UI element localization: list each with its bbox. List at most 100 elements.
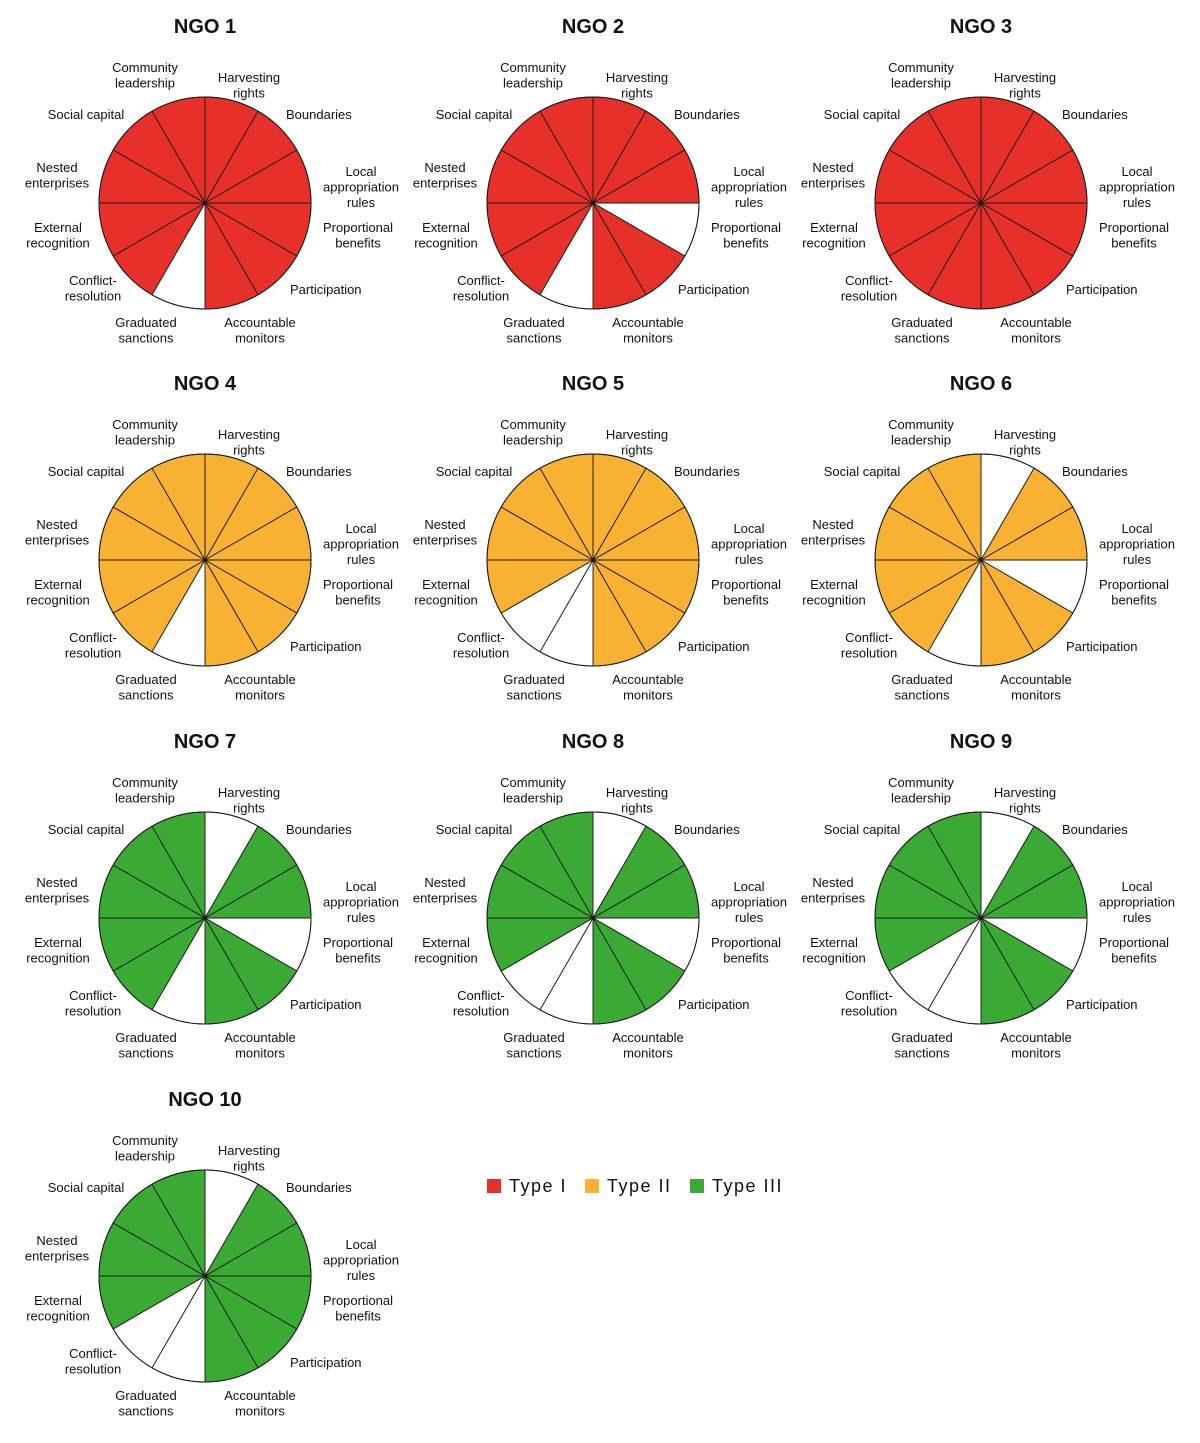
ngo-charts: NGO 1 Harvesting rights Boundaries Local appr… [25,16,1175,1419]
legend-label: Type I [509,1176,567,1196]
label-harvesting-rights: Harvesting rights [218,70,280,101]
circle-outline [486,453,700,667]
label-external-recognition: External recognition [414,577,478,608]
label-graduated-sanctions: Graduated sanctions [503,672,564,703]
label-nested-enterprises: Nested enterprises [801,517,866,548]
legend-swatch [690,1179,704,1193]
label-proportional-benefits: Proportional benefits [1099,935,1169,966]
label-social-capital: Social capital [436,822,513,837]
label-boundaries: Boundaries [674,464,740,479]
label-participation: Participation [290,1355,362,1370]
chart-title: NGO 8 [562,731,624,753]
label-graduated-sanctions: Graduated sanctions [503,315,564,346]
label-graduated-sanctions: Graduated sanctions [115,672,176,703]
label-accountable-monitors: Accountable monitors [1000,672,1072,703]
label-boundaries: Boundaries [286,1180,352,1195]
label-accountable-monitors: Accountable monitors [224,1388,296,1419]
circle-outline [98,96,312,310]
label-local-appropriation-rules: Local appropriation rules [711,521,787,567]
label-conflict-resolution: Conflict-resolution [841,273,897,304]
label-proportional-benefits: Proportional benefits [711,935,781,966]
label-harvesting-rights: Harvesting rights [994,70,1056,101]
label-external-recognition: External recognition [802,220,866,251]
label-participation: Participation [1066,639,1138,654]
label-community-leadership: Community leadership [112,417,178,448]
label-conflict-resolution: Conflict-resolution [453,988,509,1019]
legend-item-type-iii: Type III [690,1176,782,1196]
circle-outline [98,453,312,667]
label-social-capital: Social capital [824,822,901,837]
chart-title: NGO 4 [174,373,237,395]
label-conflict-resolution: Conflict-resolution [65,1346,121,1377]
legend-swatch [487,1179,501,1193]
chart-title: NGO 6 [950,373,1012,395]
chart-title: NGO 5 [562,373,624,395]
label-boundaries: Boundaries [286,822,352,837]
label-external-recognition: External recognition [802,577,866,608]
label-social-capital: Social capital [824,107,901,122]
label-local-appropriation-rules: Local appropriation rules [323,1237,399,1283]
label-external-recognition: External recognition [414,935,478,966]
label-accountable-monitors: Accountable monitors [224,1030,296,1061]
circle-outline [486,811,700,1025]
label-external-recognition: External recognition [26,220,90,251]
chart-title: NGO 7 [174,731,236,753]
label-accountable-monitors: Accountable monitors [612,315,684,346]
label-accountable-monitors: Accountable monitors [612,672,684,703]
label-accountable-monitors: Accountable monitors [224,315,296,346]
chart-title: NGO 1 [174,16,236,38]
label-boundaries: Boundaries [1062,107,1128,122]
label-external-recognition: External recognition [26,577,90,608]
circle-outline [486,96,700,310]
label-community-leadership: Community leadership [112,1133,178,1164]
label-external-recognition: External recognition [26,935,90,966]
chart-title: NGO 2 [562,16,624,38]
label-harvesting-rights: Harvesting rights [218,785,280,816]
label-graduated-sanctions: Graduated sanctions [891,672,952,703]
chart-ngo-9: NGO 9 Harvesting rights Boundaries Local appr… [801,731,1175,1061]
label-external-recognition: External recognition [802,935,866,966]
label-proportional-benefits: Proportional benefits [323,577,393,608]
label-local-appropriation-rules: Local appropriation rules [1099,164,1175,210]
label-nested-enterprises: Nested enterprises [413,875,478,906]
label-nested-enterprises: Nested enterprises [801,160,866,191]
label-external-recognition: External recognition [414,220,478,251]
legend-item-type-ii: Type II [585,1176,670,1196]
label-boundaries: Boundaries [674,107,740,122]
label-community-leadership: Community leadership [112,60,178,91]
chart-ngo-4: NGO 4 Harvesting rights Boundaries Local appr… [25,373,399,703]
label-conflict-resolution: Conflict-resolution [453,273,509,304]
label-boundaries: Boundaries [286,107,352,122]
label-participation: Participation [678,639,750,654]
label-social-capital: Social capital [436,107,513,122]
label-local-appropriation-rules: Local appropriation rules [711,164,787,210]
label-conflict-resolution: Conflict-resolution [453,630,509,661]
label-nested-enterprises: Nested enterprises [25,160,90,191]
label-social-capital: Social capital [824,464,901,479]
label-community-leadership: Community leadership [500,775,566,806]
label-harvesting-rights: Harvesting rights [994,785,1056,816]
label-graduated-sanctions: Graduated sanctions [115,1030,176,1061]
chart-title: NGO 3 [950,16,1012,38]
label-conflict-resolution: Conflict-resolution [65,988,121,1019]
label-community-leadership: Community leadership [500,417,566,448]
legend-item-type-i: Type I [487,1176,567,1196]
label-boundaries: Boundaries [286,464,352,479]
label-boundaries: Boundaries [674,822,740,837]
chart-ngo-1: NGO 1 Harvesting rights Boundaries Local appr… [25,16,399,346]
label-nested-enterprises: Nested enterprises [801,875,866,906]
label-nested-enterprises: Nested enterprises [413,517,478,548]
label-harvesting-rights: Harvesting rights [606,785,668,816]
label-social-capital: Social capital [48,1180,125,1195]
label-graduated-sanctions: Graduated sanctions [115,1388,176,1419]
chart-ngo-8: NGO 8 Harvesting rights Boundaries Local appr… [413,731,787,1061]
label-local-appropriation-rules: Local appropriation rules [323,879,399,925]
label-proportional-benefits: Proportional benefits [323,220,393,251]
label-participation: Participation [290,997,362,1012]
label-harvesting-rights: Harvesting rights [994,427,1056,458]
label-accountable-monitors: Accountable monitors [1000,315,1072,346]
label-harvesting-rights: Harvesting rights [606,427,668,458]
label-graduated-sanctions: Graduated sanctions [115,315,176,346]
label-social-capital: Social capital [48,464,125,479]
